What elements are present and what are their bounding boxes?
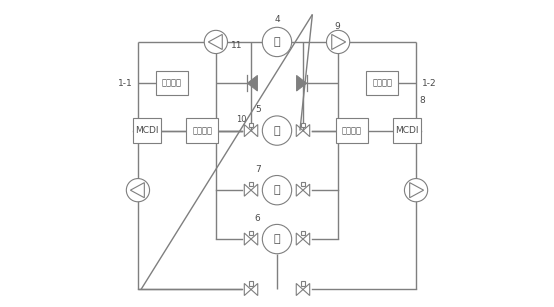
FancyBboxPatch shape [366,71,398,95]
FancyBboxPatch shape [249,282,253,286]
Text: 中: 中 [274,126,280,136]
Text: 10: 10 [236,115,247,124]
Polygon shape [247,76,258,91]
Circle shape [404,179,428,202]
FancyBboxPatch shape [186,119,218,143]
FancyBboxPatch shape [134,119,161,143]
Circle shape [263,176,291,205]
FancyBboxPatch shape [249,231,253,235]
FancyBboxPatch shape [301,182,305,186]
Text: MCDI: MCDI [395,126,419,135]
FancyBboxPatch shape [393,119,420,143]
FancyBboxPatch shape [249,122,253,127]
FancyBboxPatch shape [301,231,305,235]
FancyBboxPatch shape [336,119,368,143]
Text: 4: 4 [274,15,280,24]
Circle shape [263,116,291,145]
FancyBboxPatch shape [249,182,253,186]
Text: 再: 再 [274,234,280,244]
FancyBboxPatch shape [301,282,305,286]
Text: 电导率仪: 电导率仪 [372,79,392,88]
Text: 1-2: 1-2 [422,79,436,88]
Text: 11: 11 [230,41,242,50]
FancyBboxPatch shape [301,122,305,127]
Circle shape [126,179,150,202]
Text: 8: 8 [419,95,425,104]
Text: 电导率仪: 电导率仪 [162,79,182,88]
Text: 9: 9 [335,22,340,31]
Circle shape [263,27,291,56]
Circle shape [263,224,291,254]
Polygon shape [296,76,307,91]
Text: 淡: 淡 [274,185,280,195]
Circle shape [204,30,228,53]
Text: 6: 6 [255,214,260,223]
Circle shape [326,30,350,53]
Text: 原: 原 [274,37,280,47]
FancyBboxPatch shape [156,71,188,95]
Text: MCDI: MCDI [135,126,159,135]
Text: 电导率仪: 电导率仪 [192,126,212,135]
Text: 1-1: 1-1 [117,79,132,88]
Text: 5: 5 [255,105,260,115]
Text: 电导率仪: 电导率仪 [342,126,362,135]
Text: 7: 7 [255,165,260,174]
